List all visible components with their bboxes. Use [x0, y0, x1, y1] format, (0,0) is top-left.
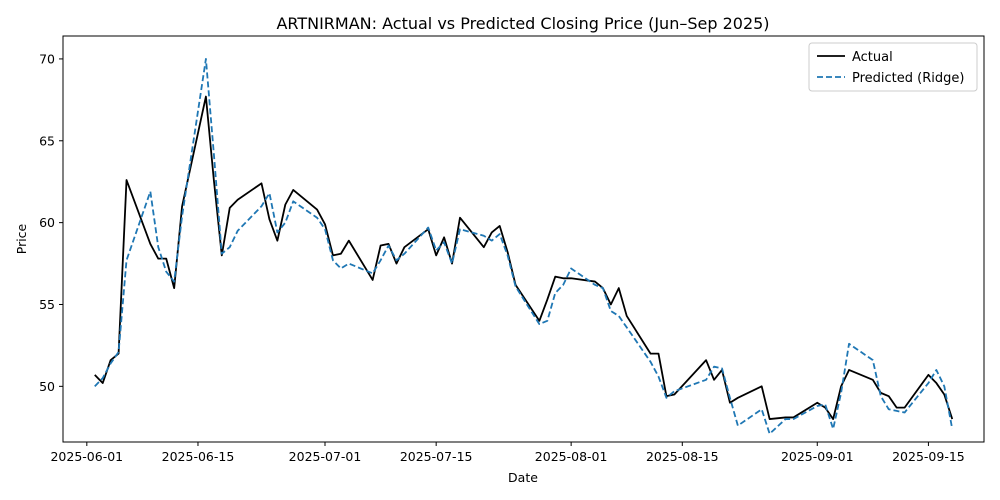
y-tick-label: 70: [39, 51, 55, 66]
x-tick-label: 2025-09-01: [781, 449, 854, 464]
y-tick-label: 60: [39, 215, 55, 230]
x-tick-label: 2025-07-15: [400, 449, 473, 464]
y-axis: 50 55 60 65 70: [39, 51, 63, 394]
y-tick-label: 65: [39, 133, 55, 148]
plot-area: [63, 36, 984, 442]
y-tick-label: 50: [39, 379, 55, 394]
plot-frame: [62, 35, 985, 443]
series-lines: [94, 58, 954, 435]
x-axis: 2025-06-01 2025-06-15 2025-07-01 2025-07-15…: [50, 442, 965, 464]
legend-label-actual: Actual: [852, 50, 893, 65]
x-tick-label: 2025-06-01: [50, 449, 123, 464]
chart-title: ARTNIRMAN: Actual vs Predicted Closing P…: [276, 14, 769, 33]
legend: Actual Predicted (Ridge): [808, 42, 978, 92]
legend-box: [808, 42, 978, 92]
x-tick-label: 2025-09-15: [892, 449, 965, 464]
x-axis-title: Date: [508, 470, 538, 485]
series-line-actual: [94, 95, 954, 420]
legend-label-predicted: Predicted (Ridge): [852, 71, 964, 86]
x-tick-label: 2025-07-01: [289, 449, 362, 464]
x-tick-label: 2025-06-15: [162, 449, 235, 464]
series-line-predicted: [94, 58, 954, 435]
y-axis-title: Price: [14, 223, 29, 254]
y-tick-label: 55: [39, 297, 55, 312]
x-tick-label: 2025-08-15: [646, 449, 719, 464]
x-tick-label: 2025-08-01: [535, 449, 608, 464]
